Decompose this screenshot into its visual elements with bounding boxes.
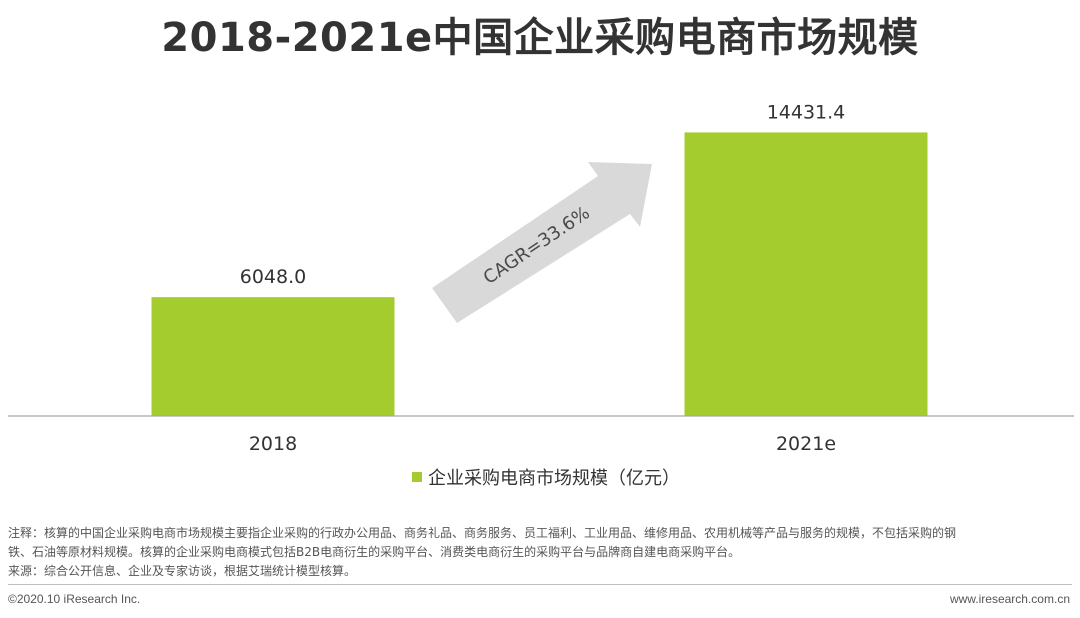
legend-swatch — [412, 472, 422, 482]
bar-2021e — [684, 132, 928, 416]
footer-divider — [8, 584, 1072, 585]
x-tick-2021e: 2021e — [776, 433, 836, 455]
cagr-annotation: CAGR=33.6% — [432, 162, 652, 323]
source-line: 来源：综合公开信息、企业及专家访谈，根据艾瑞统计模型核算。 — [8, 564, 357, 578]
data-label-2018: 6048.0 — [240, 266, 306, 288]
bar-chart: 6048.0 14431.4 2018 2021e CAGR=33.6% 企业采购电… — [8, 101, 1074, 489]
website: www.iresearch.com.cn — [949, 592, 1070, 606]
data-label-2021e: 14431.4 — [767, 101, 846, 123]
cagr-arrow — [432, 162, 652, 323]
copyright: ©2020.10 iResearch Inc. — [8, 592, 141, 606]
chart-title: 2018-2021e中国企业采购电商市场规模 — [161, 15, 919, 61]
legend-label: 企业采购电商市场规模（亿元） — [428, 468, 680, 489]
note-line-2: 铁、石油等原材料规模。核算的企业采购电商模式包括B2B电商衍生的采购平台、消费类… — [8, 545, 741, 559]
legend: 企业采购电商市场规模（亿元） — [412, 468, 680, 489]
x-tick-2018: 2018 — [249, 433, 297, 455]
bar-2018 — [151, 297, 395, 416]
note-line-1: 注释：核算的中国企业采购电商市场规模主要指企业采购的行政办公用品、商务礼品、商务… — [8, 526, 957, 540]
